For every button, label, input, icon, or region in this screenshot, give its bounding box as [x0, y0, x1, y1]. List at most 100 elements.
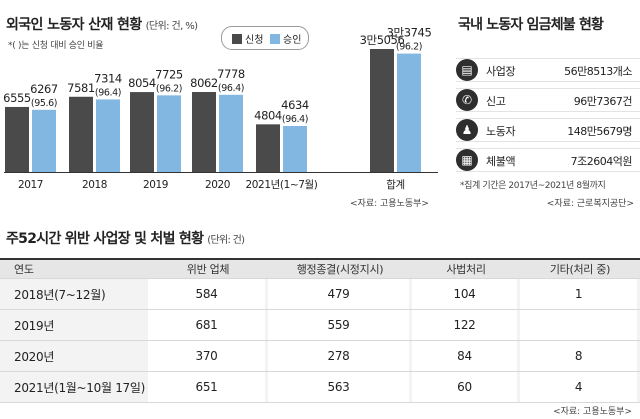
table-row: 2020년 370 278 84 8: [0, 341, 640, 372]
building-icon: ▤: [456, 59, 478, 81]
legend-item-approved: 승인: [270, 31, 301, 46]
table-row: 2021년(1월~10월 17일) 651 563 60 4: [0, 372, 640, 403]
table-header-cell: 행정종결(시정지시): [296, 263, 384, 276]
data-label-approved: 7778: [217, 67, 245, 81]
chart-unit: (단위: 건, %): [145, 21, 198, 32]
table-row: 2018년(7~12월) 584 479 104 1: [0, 279, 640, 310]
data-label-approved: 7725: [155, 67, 183, 81]
info-label: 노동자: [486, 125, 516, 138]
bar-chart-panel: 외국인 노동자 산재 현황 (단위: 건, %) *( )는 신청 대비 승인 비…: [0, 0, 440, 212]
bar-applied: [69, 96, 93, 172]
info-value: 56만8513개소: [564, 65, 632, 78]
info-title: 국내 노동자 임금체불 현황: [458, 17, 604, 33]
table-row: 2019년 681 559 122: [0, 310, 640, 341]
bar-applied: [370, 49, 394, 172]
bar-applied: [192, 92, 216, 172]
info-footnote: *집계 기간은 2017년~2021년 8월까지: [460, 181, 606, 191]
data-label-rate: (96.2): [156, 83, 182, 94]
data-label-approved: 6267: [30, 82, 58, 96]
info-value: 96만7367건: [573, 95, 633, 108]
table-cell: 1: [520, 279, 637, 309]
table-cell: 2018년(7~12월): [0, 279, 148, 309]
x-tick-label: 합계: [386, 179, 405, 191]
table-cell: 60: [412, 372, 517, 402]
data-label-rate: (95.6): [31, 98, 57, 109]
data-label-applied: 6555: [3, 91, 31, 105]
info-row-workplace: ▤ 사업장 56만8513개소: [456, 58, 640, 82]
table-cell: 2021년(1월~10월 17일): [0, 372, 148, 402]
table-cell: 2020년: [0, 341, 148, 371]
info-source: <자료: 근로복지공단>: [546, 199, 634, 209]
table-cell: 584: [148, 279, 265, 309]
table-cell: 104: [412, 279, 517, 309]
data-label-approved: 4634: [281, 98, 309, 112]
table-cell: 681: [148, 310, 265, 340]
bar-approved: [96, 99, 120, 172]
table-cell: 84: [412, 341, 517, 371]
table-header-cell: 사법처리: [446, 263, 486, 276]
person-icon: ♟: [456, 119, 478, 141]
data-label-applied: 3만5056: [360, 33, 405, 47]
legend-label-applied: 신청: [245, 35, 264, 46]
info-value: 7조2604억원: [570, 155, 633, 168]
x-tick-label: 2017: [18, 179, 43, 191]
bar-approved: [157, 95, 181, 172]
table-cell: 563: [268, 372, 409, 402]
data-label-approved: 3만3745: [387, 26, 432, 40]
table-header-cell: 연도: [14, 263, 34, 276]
table-cell: 278: [268, 341, 409, 371]
chart-note: *( )는 신청 대비 승인 비율: [8, 41, 104, 51]
table-header-cell: 위반 업체: [186, 263, 230, 276]
bar-applied: [256, 124, 280, 172]
table-cell: 559: [268, 310, 409, 340]
table-title: 주52시간 위반 사업장 및 처벌 현황 (단위: 건): [6, 231, 245, 247]
legend-swatch-approved: [270, 33, 280, 44]
table-cell: 122: [412, 310, 517, 340]
table-header-row: 연도 위반 업체 행정종결(시정지시) 사법처리 기타(처리 중): [0, 258, 640, 279]
table-source: <자료: 고용노동부>: [553, 407, 632, 417]
chart-source: <자료: 고용노동부>: [350, 199, 429, 209]
bar-applied: [130, 92, 154, 172]
table-cell: 4: [520, 372, 637, 402]
table-cell: 479: [268, 279, 409, 309]
legend-swatch-applied: [232, 33, 242, 44]
data-label-applied: 8054: [128, 76, 156, 90]
info-row-workers: ♟ 노동자 148만5679명: [456, 118, 640, 142]
bar-approved: [32, 109, 56, 172]
data-label-applied: 7581: [67, 81, 95, 95]
chart-title: 외국인 노동자 산재 현황 (단위: 건, %): [6, 17, 198, 33]
wage-arrears-panel: 국내 노동자 임금체불 현황 ▤ 사업장 56만8513개소 ✆ 신고 96만7…: [448, 0, 640, 212]
table-cell: 2019년: [0, 310, 148, 340]
data-label-rate: (96.2): [396, 42, 422, 53]
legend-item-applied: 신청: [232, 31, 263, 46]
violation-table: 연도 위반 업체 행정종결(시정지시) 사법처리 기타(처리 중) 2018년(7~12월…: [0, 258, 640, 403]
info-label: 신고: [486, 95, 506, 108]
data-label-rate: (96.4): [218, 83, 244, 94]
data-label-applied: 4804: [254, 108, 282, 122]
data-label-rate: (96.4): [95, 87, 121, 98]
bar-approved: [397, 53, 421, 172]
chart-legend: 신청 승인: [221, 26, 309, 50]
info-label: 사업장: [486, 65, 516, 78]
info-row-report: ✆ 신고 96만7367건: [456, 88, 640, 112]
x-tick-label: 2021년(1~7월): [246, 179, 318, 191]
bar-applied: [5, 106, 29, 172]
table-cell: [520, 310, 637, 340]
x-tick-label: 2019: [143, 179, 168, 191]
table-cell: 370: [148, 341, 265, 371]
info-value: 148만5679명: [567, 125, 632, 138]
table-header-cell: 기타(처리 중): [549, 263, 611, 276]
data-label-rate: (96.4): [282, 114, 308, 125]
x-tick-label: 2020: [205, 179, 230, 191]
table-unit: (단위: 건): [207, 235, 245, 246]
info-label: 체불액: [486, 155, 516, 168]
table-cell: 8: [520, 341, 637, 371]
data-label-applied: 8062: [190, 76, 218, 90]
table-cell: 651: [148, 372, 265, 402]
bar-approved: [283, 126, 307, 172]
bar-approved: [219, 94, 243, 172]
data-label-approved: 7314: [94, 71, 122, 85]
legend-label-approved: 승인: [283, 35, 302, 46]
money-icon: ▦: [456, 149, 478, 171]
